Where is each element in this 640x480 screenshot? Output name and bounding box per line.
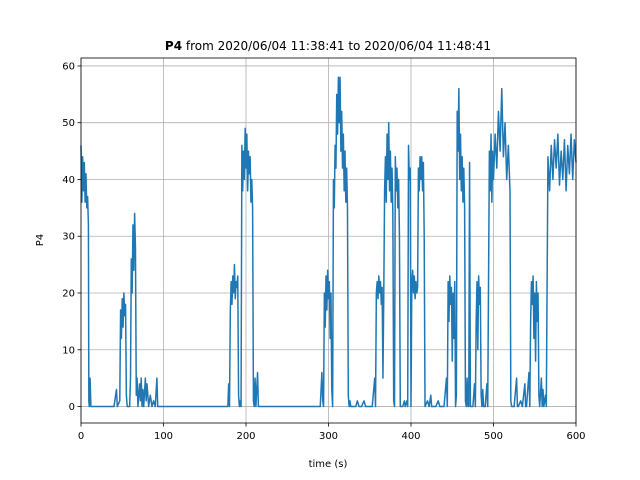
title-text: from 2020/06/04 11:38:41 to 2020/06/04 1… [186,39,491,53]
y-axis-label: P4 [35,234,46,246]
x-tick-label: 500 [484,431,503,442]
x-tick-label: 100 [154,431,173,442]
plot-frame [80,57,577,424]
y-tick-label: 0 [69,402,75,413]
x-tick-label: 600 [566,431,585,442]
x-tick-label: 300 [319,431,338,442]
title-bold: P4 [165,39,182,53]
y-tick-label: 10 [62,345,75,356]
y-tick-label: 20 [62,289,75,300]
y-tick-label: 60 [62,61,75,72]
x-tick-label: 400 [401,431,420,442]
chart-title: P4 from 2020/06/04 11:38:41 to 2020/06/0… [165,39,491,53]
x-tick-label: 200 [236,431,255,442]
y-tick-label: 30 [62,232,75,243]
x-tick-label: 0 [78,431,84,442]
data-line [80,76,577,408]
y-tick-label: 40 [62,175,75,186]
y-tick-label: 50 [62,118,75,129]
x-axis-label: time (s) [309,459,348,470]
